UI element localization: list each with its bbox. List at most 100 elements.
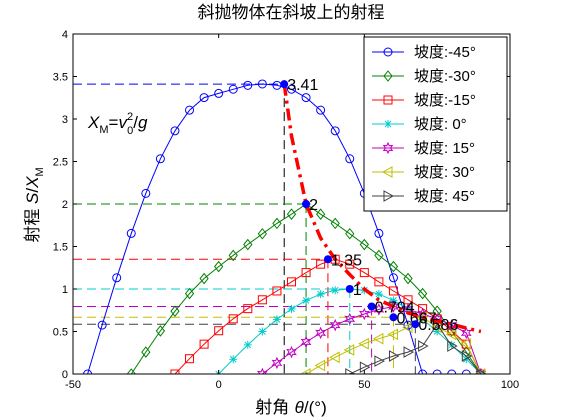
series-1-point-10 xyxy=(272,217,282,230)
x-tick-label-3: 100 xyxy=(501,379,519,391)
legend-entry-1: 坡度:-30° xyxy=(372,68,476,85)
legend-swatch-marker-5 xyxy=(381,166,393,178)
series-5-point-5 xyxy=(372,332,384,345)
legend-swatch-marker-0 xyxy=(383,47,393,57)
series-3-point-8 xyxy=(331,286,340,295)
series-4-point-7 xyxy=(358,307,370,321)
legend-entry-6: 坡度: 45° xyxy=(372,188,475,205)
series-6-point-9 xyxy=(476,368,487,374)
series-0-point-6 xyxy=(170,126,180,136)
series-5 xyxy=(300,311,486,374)
x-tick-label-1: 0 xyxy=(216,379,222,391)
max-label-2: 1.35 xyxy=(331,252,362,269)
series-0-point-20 xyxy=(374,228,384,238)
series-1-point-0 xyxy=(126,368,136,374)
series-1-point-13 xyxy=(315,208,326,221)
series-0-point-3 xyxy=(126,228,136,238)
series-6-point-5 xyxy=(418,340,429,352)
series-1-point-9 xyxy=(257,227,268,240)
series-2-point-7 xyxy=(272,286,282,296)
series-6-point-0 xyxy=(345,368,356,374)
series-4-point-1 xyxy=(271,356,283,370)
series-0-point-12 xyxy=(257,79,267,89)
series-6-point-2 xyxy=(374,355,385,367)
x-tick-label-2: 50 xyxy=(358,379,370,391)
envelope-group xyxy=(282,83,482,334)
series-line-4 xyxy=(262,305,482,374)
series-3-point-3 xyxy=(258,327,267,336)
x-tick-label-0: -50 xyxy=(65,379,81,391)
series-2-point-2 xyxy=(199,339,209,349)
series-1-point-3 xyxy=(170,305,180,317)
series-1-point-19 xyxy=(403,272,413,285)
max-point-6 xyxy=(411,320,420,329)
series-2-point-10 xyxy=(316,259,326,269)
chart-title: 斜抛物体在斜坡上的射程 xyxy=(198,3,385,22)
series-5-point-0 xyxy=(300,368,311,374)
series-1-point-22 xyxy=(447,325,457,337)
legend-label-2: 坡度:-15° xyxy=(414,92,476,109)
series-5-point-7 xyxy=(402,321,413,334)
series-2-point-5 xyxy=(243,304,253,314)
series-4-point-14 xyxy=(460,326,472,340)
series-1-point-2 xyxy=(155,325,166,337)
y-axis-label: 射程 S/XM xyxy=(23,167,46,242)
max-label-1: 2 xyxy=(309,197,318,214)
max-point-5 xyxy=(389,313,398,322)
series-1-point-20 xyxy=(417,287,428,300)
series-0-point-15 xyxy=(301,93,311,103)
series-3-point-1 xyxy=(229,355,238,364)
y-tick-label-1: 0.5 xyxy=(53,327,68,339)
legend-entry-5: 坡度: 30° xyxy=(372,164,475,181)
legend-label-6: 坡度: 45° xyxy=(414,188,475,205)
y-tick-label-0: 0 xyxy=(62,369,68,381)
series-6-point-3 xyxy=(388,350,400,362)
series-0-point-2 xyxy=(112,273,122,283)
series-2-point-14 xyxy=(374,277,384,287)
max-label-3: 1 xyxy=(353,282,362,299)
series-0-point-16 xyxy=(316,105,326,115)
legend-entry-3: 坡度: 0° xyxy=(372,116,467,133)
series-2-point-6 xyxy=(257,295,267,305)
series-3-point-6 xyxy=(302,296,311,305)
max-point-1 xyxy=(302,200,311,208)
max-label-6: 0.586 xyxy=(418,317,458,334)
series-1-point-16 xyxy=(359,238,369,251)
series-5-point-1 xyxy=(314,359,326,372)
series-1-point-15 xyxy=(345,227,355,240)
series-0-point-11 xyxy=(243,80,253,90)
series-2-point-15 xyxy=(388,286,398,296)
series-2-point-1 xyxy=(185,354,195,364)
series-1-point-1 xyxy=(141,346,151,358)
legend-label-3: 坡度: 0° xyxy=(414,116,467,133)
series-1-point-18 xyxy=(388,260,399,273)
guide-lines xyxy=(73,83,416,374)
legend-swatch-marker-3 xyxy=(384,120,392,128)
legend-label-5: 坡度: 30° xyxy=(414,164,475,181)
legend-entry-2: 坡度:-15° xyxy=(372,92,476,109)
series-6-point-4 xyxy=(403,346,415,358)
max-label-0: 3.41 xyxy=(287,77,318,94)
series-3-point-2 xyxy=(243,340,252,349)
max-point-2 xyxy=(323,255,332,264)
formula-annotation: XM=v2 0/g xyxy=(87,111,148,137)
series-5-point-2 xyxy=(329,351,340,364)
series-0-point-5 xyxy=(155,154,165,164)
series-0-point-18 xyxy=(345,154,355,164)
series-2-point-9 xyxy=(301,268,311,278)
series-3-point-16 xyxy=(447,340,456,349)
series-1-point-7 xyxy=(228,249,238,262)
y-tick-label-8: 4 xyxy=(62,29,68,41)
series-0-point-26 xyxy=(461,369,471,374)
y-tick-label-5: 2.5 xyxy=(53,157,68,169)
series-3-point-11 xyxy=(374,290,383,299)
series-1-point-14 xyxy=(330,217,340,230)
series-4-point-0 xyxy=(256,367,268,374)
series-0-point-1 xyxy=(97,320,107,330)
series-3-point-15 xyxy=(433,327,442,336)
series-2-point-0 xyxy=(170,369,180,374)
series-6-point-1 xyxy=(359,361,371,374)
series-0-point-10 xyxy=(228,84,238,94)
max-point-3 xyxy=(345,285,354,293)
